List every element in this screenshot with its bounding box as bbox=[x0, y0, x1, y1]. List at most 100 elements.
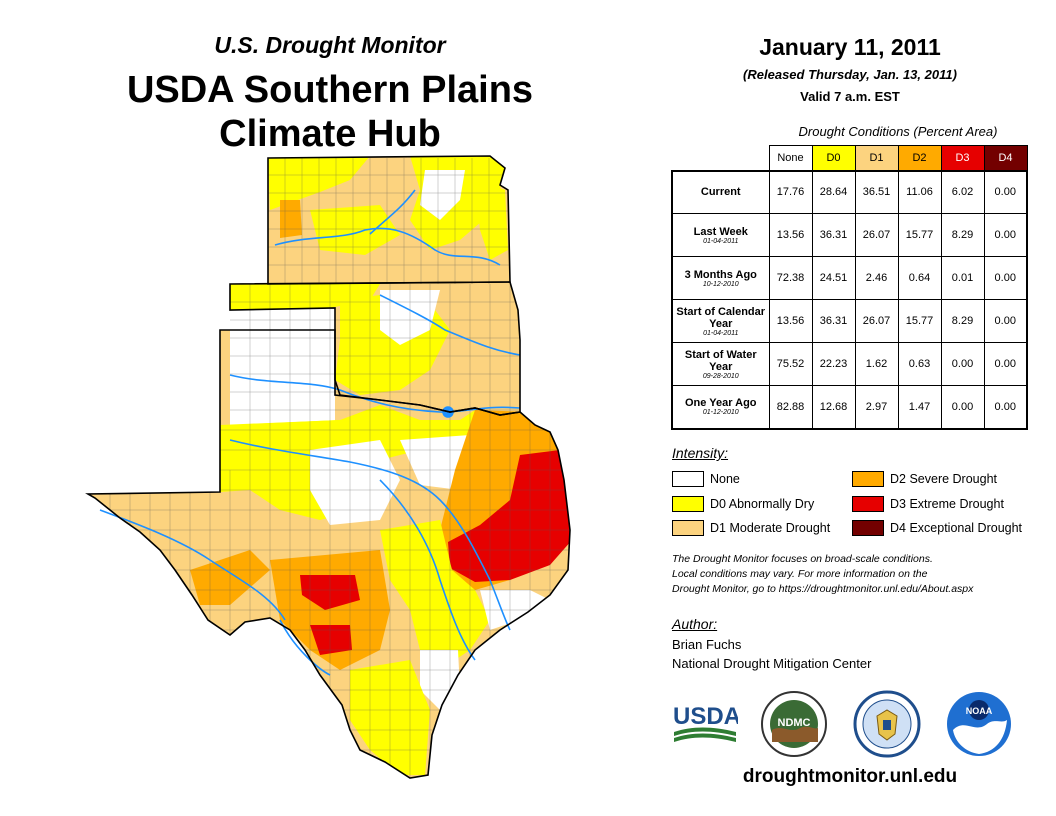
table-cell: 0.00 bbox=[983, 299, 1028, 343]
table-cell: 0.00 bbox=[983, 213, 1028, 257]
row-label: One Year Ago 01-12-2010 bbox=[671, 385, 770, 430]
table-cell: 36.31 bbox=[811, 213, 856, 257]
row-date: 10-12-2010 bbox=[702, 280, 739, 288]
drought-map bbox=[85, 155, 571, 779]
table-cell: 1.62 bbox=[854, 342, 899, 386]
table-cell: 0.63 bbox=[897, 342, 942, 386]
release-date: January 11, 2011 bbox=[759, 34, 941, 60]
table-row: Start of Water Year 09-28-2010 75.52 22.23 1… bbox=[671, 342, 1028, 386]
legend-swatch bbox=[672, 471, 704, 487]
table-cell: 0.01 bbox=[940, 256, 985, 300]
legend-label: D0 Abnormally Dry bbox=[710, 497, 815, 511]
row-label-text: Start of Water Year bbox=[684, 348, 757, 373]
author-title: Author: bbox=[672, 616, 718, 632]
note-line-3: Drought Monitor, go to https://droughtmo… bbox=[672, 583, 974, 595]
table-cell: 22.23 bbox=[811, 342, 856, 386]
table-cell: 0.00 bbox=[983, 385, 1028, 430]
table-cell: 13.56 bbox=[768, 213, 813, 257]
table-cell: 8.29 bbox=[940, 213, 985, 257]
note-line-2: Local conditions may vary. For more info… bbox=[672, 568, 928, 580]
map-title: USDA Southern Plains Climate Hub bbox=[70, 68, 590, 156]
ndmc-logo: NDMC bbox=[761, 691, 827, 757]
legend-swatch bbox=[852, 520, 884, 536]
table-cell: 6.02 bbox=[940, 169, 985, 214]
table-cell: 0.00 bbox=[983, 169, 1028, 214]
table-cell: 13.56 bbox=[768, 299, 813, 343]
legend-swatch bbox=[852, 471, 884, 487]
row-label: Last Week 01-04-2011 bbox=[671, 213, 770, 257]
usda-logo: USDA bbox=[673, 703, 738, 742]
row-label-text: Start of Calendar Year bbox=[676, 305, 766, 330]
col-d2: D2 bbox=[897, 145, 942, 171]
legend-swatch bbox=[852, 496, 884, 512]
county-grid bbox=[88, 158, 570, 778]
commerce-seal bbox=[853, 690, 921, 758]
table-cell: 0.00 bbox=[983, 342, 1028, 386]
table-cell: 36.51 bbox=[854, 169, 899, 214]
table-cell: 0.00 bbox=[940, 385, 985, 430]
table-cell: 2.97 bbox=[854, 385, 899, 430]
legend-item: D1 Moderate Drought bbox=[672, 520, 830, 536]
legend-swatch bbox=[672, 496, 704, 512]
table-cell: 82.88 bbox=[768, 385, 813, 430]
legend-label: D1 Moderate Drought bbox=[710, 521, 831, 535]
table-cell: 17.76 bbox=[768, 169, 813, 214]
legend-item: D0 Abnormally Dry bbox=[672, 496, 814, 512]
row-date: 01-12-2010 bbox=[702, 409, 739, 417]
note: The Drought Monitor focuses on broad-sca… bbox=[672, 552, 1042, 597]
table-cell: 0.00 bbox=[983, 256, 1028, 300]
col-none: None bbox=[768, 145, 813, 171]
row-date: 09-28-2010 bbox=[702, 372, 739, 380]
col-d1: D1 bbox=[854, 145, 899, 171]
table-cell: 26.07 bbox=[854, 213, 899, 257]
legend-item: D2 Severe Drought bbox=[852, 471, 997, 487]
note-line-1: The Drought Monitor focuses on broad-sca… bbox=[672, 553, 933, 565]
legend-item: D4 Exceptional Drought bbox=[852, 520, 1022, 536]
row-label-text: 3 Months Ago bbox=[684, 268, 757, 281]
title-line-1: USDA Southern Plains bbox=[126, 69, 534, 111]
row-label-text: Last Week bbox=[693, 225, 748, 238]
col-d0: D0 bbox=[811, 145, 856, 171]
drought-conditions-table: None D0 D1 D2 D3 D4 Current 17.76 28.64 36.… bbox=[671, 145, 1028, 430]
table-cell: 0.64 bbox=[897, 256, 942, 300]
table-cell: 26.07 bbox=[854, 299, 899, 343]
table-cell: 24.51 bbox=[811, 256, 856, 300]
legend-label: None bbox=[710, 472, 740, 486]
table-row: Last Week 01-04-2011 13.56 36.31 26.07 15.77 8… bbox=[671, 213, 1028, 257]
row-label: Start of Water Year 09-28-2010 bbox=[671, 342, 770, 386]
table-cell: 15.77 bbox=[897, 213, 942, 257]
table-cell: 15.77 bbox=[897, 299, 942, 343]
noaa-logo-text: NOAA bbox=[966, 706, 993, 716]
usda-logo-text: USDA bbox=[673, 703, 738, 730]
table-cell: 72.38 bbox=[768, 256, 813, 300]
state-borders bbox=[85, 155, 571, 779]
rivers bbox=[99, 189, 521, 676]
legend-label: D3 Extreme Drought bbox=[890, 497, 1004, 511]
table-cell: 36.31 bbox=[811, 299, 856, 343]
table-row: Current 17.76 28.64 36.51 11.06 6.02 0.00 bbox=[671, 169, 1028, 214]
valid-time: Valid 7 a.m. EST bbox=[800, 89, 900, 104]
author-name: Brian Fuchs bbox=[672, 637, 742, 652]
row-label: Start of Calendar Year 01-04-2011 bbox=[671, 299, 770, 343]
row-label: 3 Months Ago 10-12-2010 bbox=[671, 256, 770, 300]
row-label-text: One Year Ago bbox=[684, 397, 757, 410]
table-cell: 2.46 bbox=[854, 256, 899, 300]
col-d3: D3 bbox=[940, 145, 985, 171]
legend-title: Intensity: bbox=[672, 445, 729, 461]
map-subtitle: U.S. Drought Monitor bbox=[214, 32, 446, 58]
footer-url[interactable]: droughtmonitor.unl.edu bbox=[742, 766, 958, 787]
legend-item: D3 Extreme Drought bbox=[852, 496, 1004, 512]
col-d4: D4 bbox=[983, 145, 1028, 171]
row-date: 01-04-2011 bbox=[703, 237, 739, 245]
legend-swatch bbox=[672, 520, 704, 536]
noaa-logo: NOAA bbox=[947, 692, 1011, 756]
row-label-text: Current bbox=[700, 186, 741, 199]
legend-label: D4 Exceptional Drought bbox=[890, 521, 1023, 535]
table-header-row: None D0 D1 D2 D3 D4 bbox=[672, 145, 1028, 171]
table-cell: 1.47 bbox=[897, 385, 942, 430]
table-cell: 11.06 bbox=[897, 169, 942, 214]
ndmc-logo-text: NDMC bbox=[778, 717, 811, 729]
table-cell: 75.52 bbox=[768, 342, 813, 386]
legend-item: None bbox=[672, 471, 740, 487]
title-line-2: Climate Hub bbox=[219, 113, 441, 155]
